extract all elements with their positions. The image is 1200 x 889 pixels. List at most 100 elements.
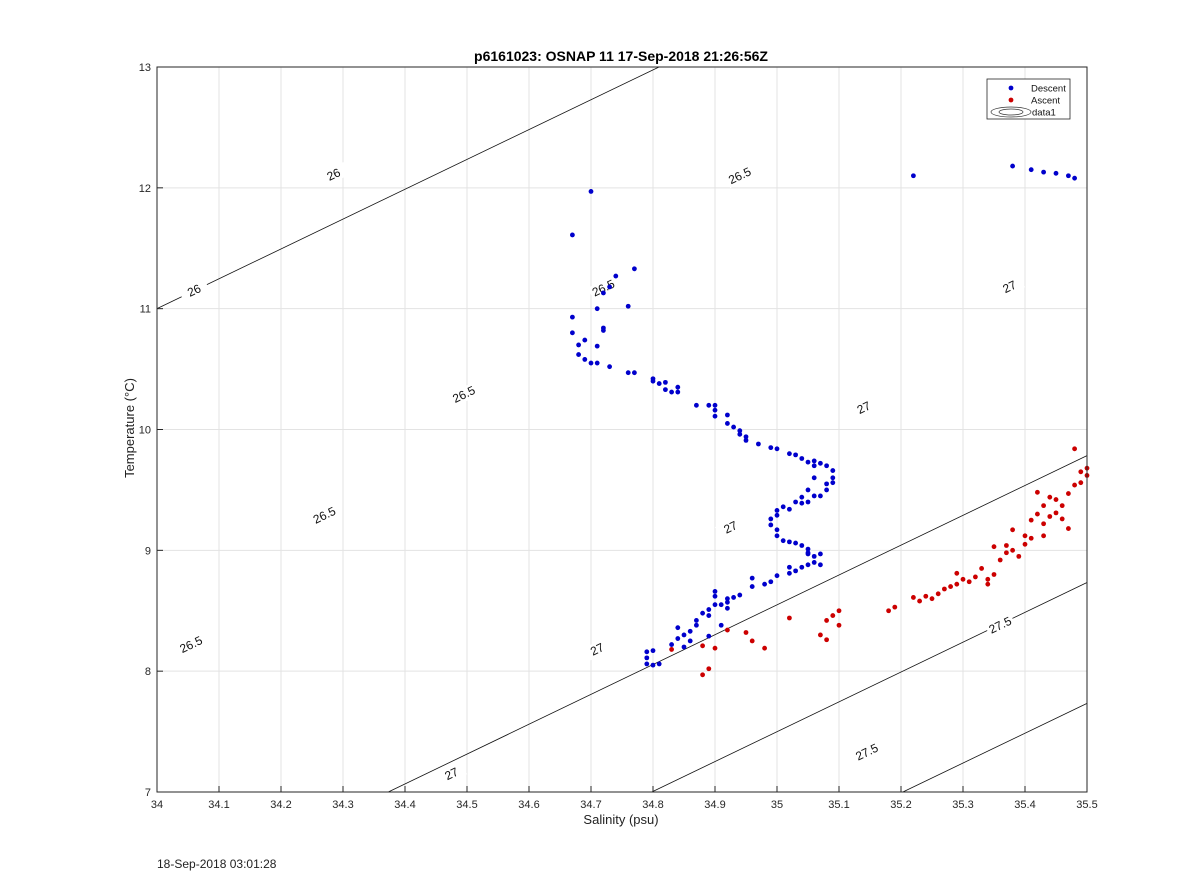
ascent-point [954, 570, 960, 576]
ascent-point [830, 613, 836, 618]
descent-point [743, 437, 749, 443]
data-points [570, 163, 1090, 678]
descent-point [799, 456, 805, 461]
footer-timestamp: 18-Sep-2018 03:01:28 [157, 857, 277, 871]
x-tick-label: 34 [151, 799, 163, 811]
x-tick-label: 34.9 [704, 799, 725, 811]
ascent-point [1078, 469, 1084, 475]
descent-point [718, 622, 724, 628]
x-tick-label: 34.5 [456, 799, 477, 811]
descent-point [830, 480, 836, 486]
descent-point [799, 543, 805, 548]
descent-point [768, 579, 774, 585]
descent-point [805, 546, 811, 552]
descent-point [694, 402, 699, 408]
x-tick-label: 34.8 [642, 799, 663, 811]
descent-point [768, 522, 774, 528]
ascent-point [1004, 543, 1009, 548]
descent-point [768, 516, 774, 522]
descent-point [725, 412, 730, 418]
descent-point [1066, 173, 1071, 179]
descent-point [805, 550, 811, 556]
ascent-point [892, 604, 898, 610]
ascent-point [836, 622, 842, 628]
ascent-point [1022, 533, 1028, 539]
descent-point [768, 445, 774, 451]
legend-contour-icon [990, 106, 1032, 118]
x-tick-label: 34.1 [208, 799, 229, 811]
descent-point [725, 596, 730, 602]
descent-point [718, 602, 724, 608]
x-tick-label: 35.3 [952, 799, 973, 811]
ascent-point [725, 627, 730, 633]
ascent-point [917, 598, 922, 604]
ascent-point [985, 581, 991, 587]
contour-label-bg [318, 162, 350, 187]
ascent-point [706, 666, 712, 672]
descent-point [811, 493, 817, 499]
descent-point [787, 539, 792, 545]
descent-point [1010, 163, 1015, 169]
descent-point [805, 487, 811, 493]
contour-label-bg [435, 761, 468, 787]
descent-point [799, 500, 805, 506]
descent-point [731, 595, 736, 600]
descent-point [830, 475, 836, 481]
descent-point [824, 481, 829, 487]
x-tick-label: 35.4 [1014, 799, 1035, 811]
descent-point [749, 584, 755, 589]
contour-label-bg [178, 278, 210, 303]
descent-point [787, 506, 792, 512]
contour-label: 26 [325, 165, 343, 184]
descent-point [743, 434, 749, 440]
contour-label-bg [851, 739, 883, 765]
ascent-point [985, 576, 991, 582]
descent-point [818, 551, 823, 557]
descent-point [787, 570, 792, 576]
descent-point [731, 424, 736, 430]
legend-entry-label: Ascent [1031, 96, 1060, 107]
descent-point [830, 468, 836, 473]
descent-point [706, 402, 712, 408]
ascent-point [979, 566, 984, 571]
descent-point [663, 387, 668, 393]
ascent-point [1041, 533, 1046, 539]
descent-point [793, 452, 798, 458]
descent-point [774, 446, 780, 452]
descent-point [675, 636, 681, 641]
axis-ticks: 34 34.1 34.2 34.3 34.4 34.5 34.6 34.7 34.8 34.9 35… [139, 62, 1098, 811]
descent-point [694, 622, 699, 628]
descent-point [669, 642, 674, 647]
ascent-point [1053, 497, 1059, 502]
ascent-point [836, 608, 842, 614]
density-contours: 262626.526.526.526.526.5272727272727.527… [156, 66, 1088, 793]
descent-point [774, 533, 780, 539]
descent-point [787, 451, 792, 457]
ascent-point [991, 544, 997, 550]
legend-contour-icon [998, 108, 1024, 116]
contour-label-bg [308, 502, 341, 528]
descent-point [774, 508, 780, 513]
descent-point [656, 381, 662, 386]
descent-point [570, 314, 575, 320]
descent-point [588, 360, 594, 366]
contour-label: 27 [442, 765, 460, 784]
descent-point [613, 273, 619, 279]
ascent-point [1059, 516, 1065, 522]
ascent-point [1059, 503, 1065, 509]
contour-line [902, 702, 1088, 793]
descent-point [675, 625, 681, 631]
ascent-point [824, 637, 829, 643]
descent-point [681, 632, 687, 638]
descent-point [712, 413, 718, 419]
descent-point [762, 581, 767, 587]
ascent-point [1041, 521, 1046, 527]
ascent-point [997, 557, 1003, 563]
descent-point [811, 463, 817, 469]
descent-point [625, 303, 631, 309]
descent-point [1072, 175, 1077, 181]
ascent-point [743, 630, 749, 635]
ascent-point [1066, 491, 1071, 496]
descent-point [588, 189, 594, 194]
